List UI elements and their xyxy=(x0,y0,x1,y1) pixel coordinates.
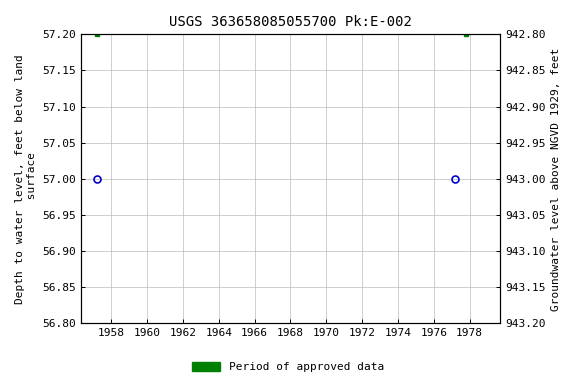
Title: USGS 363658085055700 Pk:E-002: USGS 363658085055700 Pk:E-002 xyxy=(169,15,412,29)
Legend: Period of approved data: Period of approved data xyxy=(188,357,388,377)
Y-axis label: Depth to water level, feet below land
 surface: Depth to water level, feet below land su… xyxy=(15,54,37,304)
Y-axis label: Groundwater level above NGVD 1929, feet: Groundwater level above NGVD 1929, feet xyxy=(551,47,561,311)
